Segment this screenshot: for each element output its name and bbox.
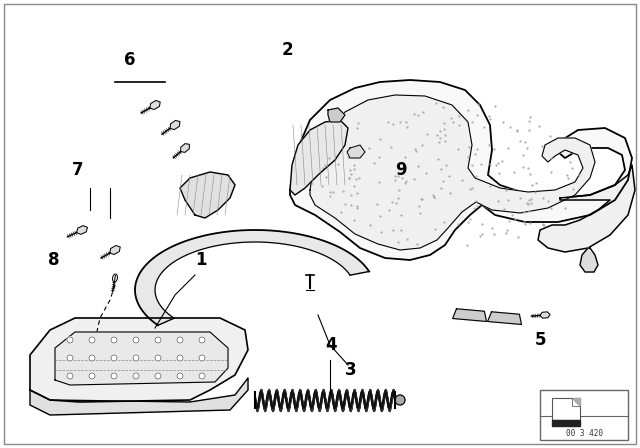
Polygon shape [328, 108, 345, 122]
Polygon shape [572, 398, 580, 406]
Circle shape [395, 395, 405, 405]
Bar [540, 390, 628, 440]
Polygon shape [30, 318, 248, 402]
Circle shape [177, 337, 183, 343]
Polygon shape [290, 80, 632, 260]
Polygon shape [113, 274, 118, 282]
Circle shape [111, 373, 117, 379]
Polygon shape [30, 378, 248, 415]
Text: 2: 2 [282, 41, 294, 59]
Circle shape [89, 373, 95, 379]
Circle shape [89, 337, 95, 343]
Polygon shape [538, 165, 635, 252]
Polygon shape [180, 172, 235, 218]
Polygon shape [150, 100, 160, 109]
Text: 8: 8 [48, 251, 60, 269]
Polygon shape [55, 332, 228, 385]
Circle shape [133, 373, 139, 379]
Polygon shape [540, 312, 550, 318]
Circle shape [133, 337, 139, 343]
Text: 3: 3 [345, 361, 356, 379]
Circle shape [89, 355, 95, 361]
Polygon shape [452, 309, 486, 322]
Text: 1: 1 [195, 251, 207, 269]
Circle shape [177, 373, 183, 379]
Text: 7: 7 [72, 161, 84, 179]
Polygon shape [77, 226, 88, 234]
Circle shape [67, 373, 73, 379]
Circle shape [111, 355, 117, 361]
Text: 6: 6 [124, 51, 136, 69]
Polygon shape [310, 95, 595, 250]
Circle shape [155, 355, 161, 361]
Text: 9: 9 [395, 161, 406, 179]
Polygon shape [170, 121, 180, 129]
Bar [552, 398, 580, 420]
Polygon shape [552, 420, 580, 426]
Text: 5: 5 [535, 331, 547, 349]
Circle shape [199, 373, 205, 379]
Circle shape [133, 355, 139, 361]
Text: 4: 4 [325, 336, 337, 354]
Polygon shape [580, 248, 598, 272]
Circle shape [177, 355, 183, 361]
Circle shape [199, 355, 205, 361]
Circle shape [67, 337, 73, 343]
Circle shape [155, 337, 161, 343]
Polygon shape [290, 120, 348, 195]
Circle shape [67, 355, 73, 361]
Circle shape [199, 337, 205, 343]
Circle shape [111, 337, 117, 343]
Polygon shape [110, 246, 120, 254]
Polygon shape [180, 144, 189, 152]
Polygon shape [488, 312, 522, 324]
Text: 00 3 420: 00 3 420 [566, 428, 602, 438]
Circle shape [155, 373, 161, 379]
Polygon shape [135, 230, 369, 325]
Polygon shape [347, 145, 365, 158]
